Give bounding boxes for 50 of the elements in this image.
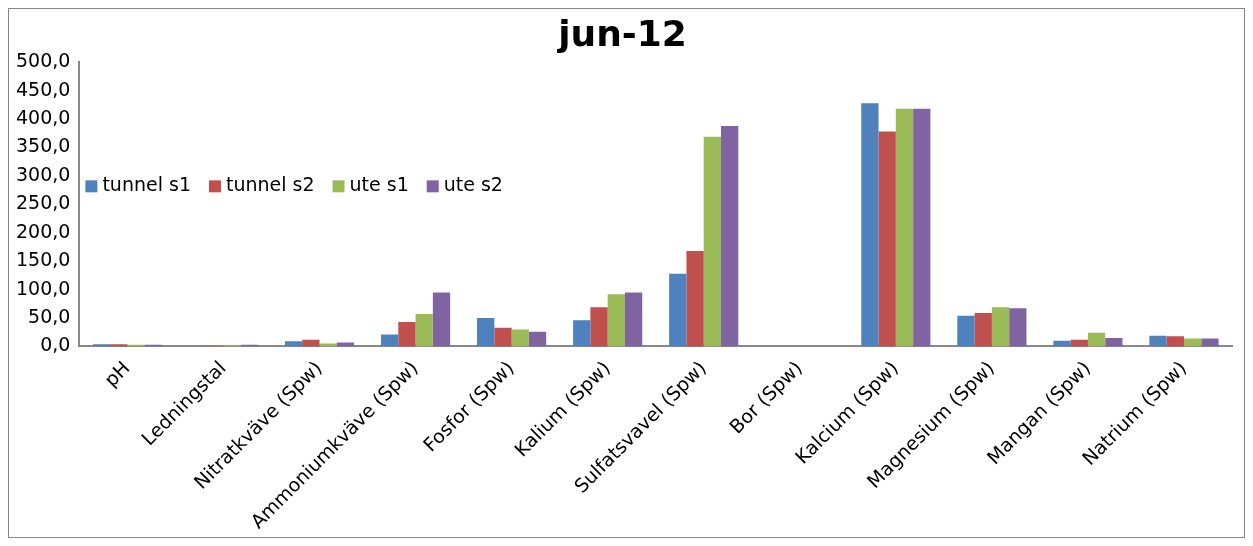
bar [624,292,643,347]
bar [686,250,704,347]
bar [528,331,547,347]
bar [861,103,879,347]
y-tick-label: 300,0 [15,162,71,185]
bar [1149,335,1167,347]
y-tick-label: 200,0 [15,219,71,242]
x-tick-label: pH [99,356,134,391]
bar [669,273,687,347]
legend-label: tunnel s1 [102,173,191,196]
bar [302,339,320,347]
y-tick-label: 400,0 [15,105,71,128]
y-tick-label: 0,0 [40,333,71,356]
bar [1053,340,1071,347]
bar [1009,308,1027,347]
y-tick-label: 50,0 [28,304,71,327]
y-tick-label: 350,0 [15,134,71,157]
bar [991,307,1010,347]
bar [1166,336,1184,347]
y-tick-label: 250,0 [15,191,71,214]
y-tick-label: 450,0 [15,77,71,100]
bar [957,315,975,347]
bar [398,322,416,347]
bar [284,341,303,347]
chart-title: jun-12 [556,12,687,54]
legend-label: ute s2 [443,173,503,196]
bar [432,292,451,347]
bar [1201,338,1219,347]
bar [913,108,931,347]
bar [703,136,722,347]
bar [1105,337,1123,347]
legend-label: ute s1 [349,173,409,196]
bar [607,294,625,347]
bar [974,312,992,347]
bar [511,329,529,347]
bar [895,108,914,347]
bar [415,314,433,347]
y-tick-label: 100,0 [15,276,71,299]
bar [573,320,591,347]
bar [494,327,512,347]
bar [878,131,896,347]
bar [336,342,355,347]
bar [380,334,399,347]
y-tick-label: 500,0 [15,49,71,72]
bar [590,307,608,347]
y-tick-label: 150,0 [15,248,71,271]
bar [477,318,495,347]
legend-label: tunnel s2 [225,173,315,196]
bar [1087,332,1106,347]
bar [721,125,739,347]
